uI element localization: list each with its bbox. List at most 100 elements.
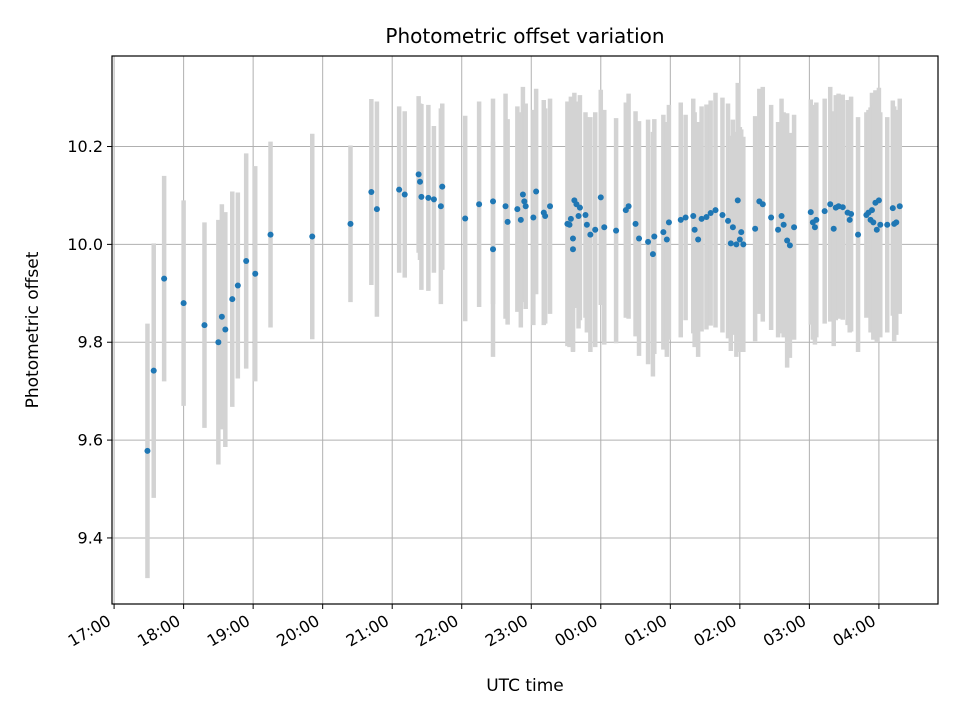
data-point [813,216,820,223]
data-point [462,215,469,222]
data-point [736,236,743,243]
data-point [784,237,791,244]
data-point [649,251,656,258]
data-point [417,178,424,185]
data-point [514,206,521,213]
data-point [161,275,168,282]
data-point [396,186,403,193]
data-point [373,206,380,213]
data-point [218,313,225,320]
y-tick-label: 9.6 [78,431,103,450]
data-point [521,198,528,205]
data-point [625,203,632,210]
data-point [533,188,540,195]
data-point [775,226,782,233]
data-point [150,367,157,374]
data-point [695,236,702,243]
data-point [425,194,432,201]
data-point [309,233,316,240]
data-point [401,191,408,198]
data-point [601,224,608,231]
y-tick-label: 9.4 [78,528,103,547]
data-point [738,229,745,236]
data-point [821,208,828,215]
data-point [665,219,672,226]
data-point [587,231,594,238]
data-point [490,198,497,205]
data-point [576,204,583,211]
data-point [522,203,529,210]
data-point [660,229,667,236]
data-points [144,171,903,454]
data-point [530,214,537,221]
data-point [830,225,837,232]
data-point [418,193,425,200]
data-point [243,258,250,265]
data-point [759,201,766,208]
y-tick-label: 10.0 [67,235,103,254]
data-point [698,215,705,222]
data-point [347,220,354,227]
data-point [846,216,853,223]
data-point [583,221,590,228]
data-point [703,213,710,220]
data-point [663,236,670,243]
data-point [575,212,582,219]
data-point [727,240,734,247]
data-point [725,217,732,224]
data-point [180,300,187,307]
data-point [848,211,855,218]
data-point [490,246,497,253]
data-point [768,214,775,221]
data-point [780,221,787,228]
data-point [582,212,589,219]
data-point [415,171,422,178]
data-point [430,196,437,203]
data-point [729,224,736,231]
data-point [201,322,208,329]
data-point [778,212,785,219]
data-point [734,197,741,204]
data-point [868,207,875,214]
data-point [740,241,747,248]
data-point [437,203,444,210]
data-point [707,210,714,217]
data-point [597,194,604,201]
data-point [368,189,375,196]
data-point [144,447,151,454]
data-point [613,227,620,234]
data-point [752,225,759,232]
data-point [645,238,652,245]
data-point [222,326,229,333]
data-point [719,212,726,219]
chart-title: Photometric offset variation [385,24,664,48]
data-point [592,226,599,233]
data-point [827,201,834,208]
data-point [870,219,877,226]
data-point [504,218,511,225]
data-point [569,235,576,242]
data-point [252,270,259,277]
data-point [547,203,554,210]
data-point [690,212,697,219]
data-point [215,339,222,346]
data-point [502,203,509,210]
data-point [877,221,884,228]
data-point [234,282,241,289]
data-point [267,231,274,238]
data-point [786,242,793,249]
data-point [896,203,903,210]
data-point [567,215,574,222]
data-point [542,212,549,219]
data-point [476,201,483,208]
data-point [229,296,236,303]
data-point [677,216,684,223]
y-tick-label: 9.8 [78,333,103,352]
data-point [839,204,846,211]
plot-frame [111,55,939,605]
y-axis-ticks: 9.4 9.6 9.8 10.0 10.2 [67,137,112,547]
data-point [439,183,446,190]
data-point [566,221,573,228]
data-point [691,226,698,233]
